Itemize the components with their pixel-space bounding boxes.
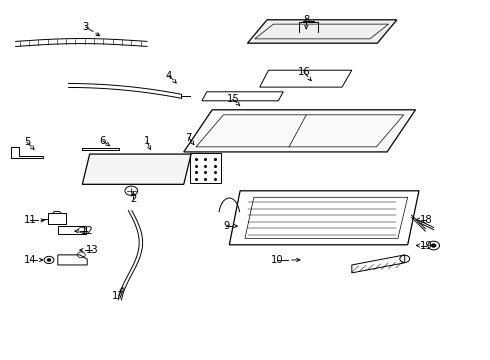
Text: 3: 3 — [83, 22, 89, 32]
Text: 16: 16 — [297, 67, 310, 77]
Text: 6: 6 — [99, 136, 106, 146]
Text: 18: 18 — [420, 215, 433, 225]
Circle shape — [47, 258, 51, 261]
Text: 7: 7 — [185, 132, 192, 143]
Text: 4: 4 — [166, 71, 172, 81]
Text: 5: 5 — [24, 137, 30, 147]
Text: 15: 15 — [226, 94, 239, 104]
Text: 13: 13 — [86, 245, 98, 255]
Text: 1: 1 — [144, 136, 150, 146]
Text: 11: 11 — [24, 215, 37, 225]
Text: 17: 17 — [112, 291, 125, 301]
Text: 14: 14 — [24, 255, 37, 265]
Polygon shape — [184, 110, 416, 152]
Text: 10: 10 — [270, 255, 283, 265]
Polygon shape — [82, 154, 191, 184]
Bar — [48, 213, 66, 224]
Polygon shape — [247, 20, 397, 43]
Text: 12: 12 — [81, 226, 94, 236]
Text: 19: 19 — [420, 240, 433, 251]
Text: 9: 9 — [223, 221, 230, 231]
Bar — [190, 153, 221, 183]
Text: 2: 2 — [130, 194, 137, 204]
Text: 8: 8 — [303, 15, 309, 25]
Circle shape — [431, 244, 436, 247]
